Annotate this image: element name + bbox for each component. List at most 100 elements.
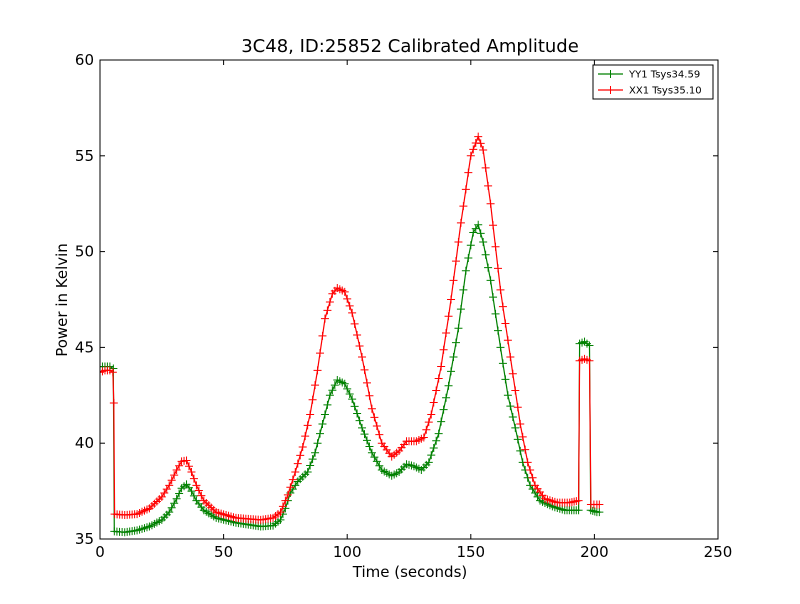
data-point-marker <box>291 467 300 476</box>
data-point-marker <box>355 416 364 425</box>
data-point-marker <box>501 319 510 328</box>
data-point-marker <box>187 467 196 476</box>
legend-box <box>592 64 714 100</box>
data-point-marker <box>375 461 384 470</box>
data-point-marker <box>108 368 117 377</box>
data-point-marker <box>340 379 349 388</box>
data-point-marker <box>276 515 285 524</box>
data-point-marker <box>590 507 599 516</box>
data-point-marker <box>437 362 446 371</box>
data-point-marker <box>288 475 297 484</box>
data-point-marker <box>503 336 512 345</box>
data-point-marker <box>429 398 438 407</box>
data-point-marker <box>486 276 495 285</box>
data-point-marker <box>489 293 498 302</box>
legend-label: YY1 Tsys34.59 <box>628 70 700 81</box>
data-point-marker <box>350 319 359 328</box>
data-point-marker <box>298 443 307 452</box>
plot-frame <box>99 59 719 540</box>
series-line <box>100 223 600 533</box>
data-point-marker <box>526 466 535 475</box>
data-point-marker <box>325 391 334 400</box>
x-tick-label: 50 <box>214 543 233 561</box>
data-point-marker <box>427 451 436 460</box>
data-point-marker <box>498 359 507 368</box>
data-point-marker <box>348 395 357 404</box>
data-point-marker <box>511 423 520 432</box>
data-point-marker <box>375 430 384 439</box>
data-point-marker <box>172 466 181 475</box>
data-point-marker <box>175 461 184 470</box>
data-point-marker <box>303 467 312 476</box>
data-point-marker <box>476 229 485 238</box>
data-point-marker <box>451 338 460 347</box>
x-tick-label: 250 <box>704 543 733 561</box>
data-point-marker <box>197 491 206 500</box>
data-point-marker <box>367 448 376 457</box>
data-point-marker <box>311 381 320 390</box>
legend-marker <box>606 86 615 94</box>
data-point-marker <box>461 185 470 194</box>
data-point-marker <box>320 410 329 419</box>
y-tick-label: 40 <box>75 434 94 452</box>
data-point-marker <box>437 417 446 426</box>
data-point-marker <box>574 496 583 505</box>
data-point-marker <box>167 476 176 485</box>
data-point-marker <box>343 384 352 393</box>
legend: YY1 Tsys34.59 XX1 Tsys35.10 <box>592 64 714 100</box>
data-point-marker <box>358 423 367 432</box>
data-point-marker <box>574 506 583 515</box>
data-point-marker <box>513 403 522 412</box>
data-point-marker <box>595 508 604 517</box>
data-point-marker <box>523 458 532 467</box>
data-point-marker <box>464 168 473 177</box>
data-point-marker <box>283 490 292 499</box>
y-tick-label: 35 <box>75 530 94 548</box>
data-point-marker <box>353 330 362 339</box>
data-point-marker <box>516 420 525 429</box>
data-point-marker <box>454 238 463 247</box>
data-point-marker <box>516 446 525 455</box>
data-point-marker <box>427 410 436 419</box>
data-point-marker <box>325 298 334 307</box>
data-point-marker <box>464 253 473 262</box>
data-point-marker <box>434 429 443 438</box>
data-point-marker <box>365 391 374 400</box>
data-point-marker <box>367 404 376 413</box>
data-point-marker <box>479 238 488 247</box>
data-point-marker <box>513 435 522 444</box>
data-point-marker <box>585 356 594 365</box>
data-point-marker <box>345 301 354 310</box>
legend-entry: XX1 Tsys35.10 <box>598 86 702 97</box>
data-point-marker <box>447 295 456 304</box>
data-point-marker <box>362 378 371 387</box>
data-point-marker <box>491 309 500 318</box>
data-point-marker <box>311 448 320 457</box>
data-point-marker <box>501 375 510 384</box>
legend-label: XX1 Tsys35.10 <box>629 86 702 97</box>
data-point-marker <box>276 508 285 517</box>
data-point-marker <box>491 242 500 251</box>
data-point-marker <box>449 276 458 285</box>
data-point-marker <box>323 306 332 315</box>
data-point-marker <box>372 457 381 466</box>
data-point-marker <box>343 294 352 303</box>
data-point-marker <box>484 181 493 190</box>
data-point-marker <box>313 366 322 375</box>
data-point-marker <box>303 421 312 430</box>
data-point-marker <box>353 409 362 418</box>
data-point-marker <box>469 145 478 154</box>
data-point-marker <box>172 494 181 503</box>
data-point-marker <box>521 445 530 454</box>
data-point-marker <box>313 439 322 448</box>
data-point-marker <box>449 352 458 361</box>
y-axis-label: Power in Kelvin <box>53 243 71 357</box>
data-point-marker <box>508 413 517 422</box>
data-point-marker <box>192 481 201 490</box>
data-point-marker <box>362 436 371 445</box>
data-point-marker <box>296 451 305 460</box>
data-point-marker <box>518 432 527 441</box>
data-point-marker <box>588 506 597 515</box>
data-point-marker <box>358 352 367 361</box>
data-point-marker <box>461 266 470 275</box>
